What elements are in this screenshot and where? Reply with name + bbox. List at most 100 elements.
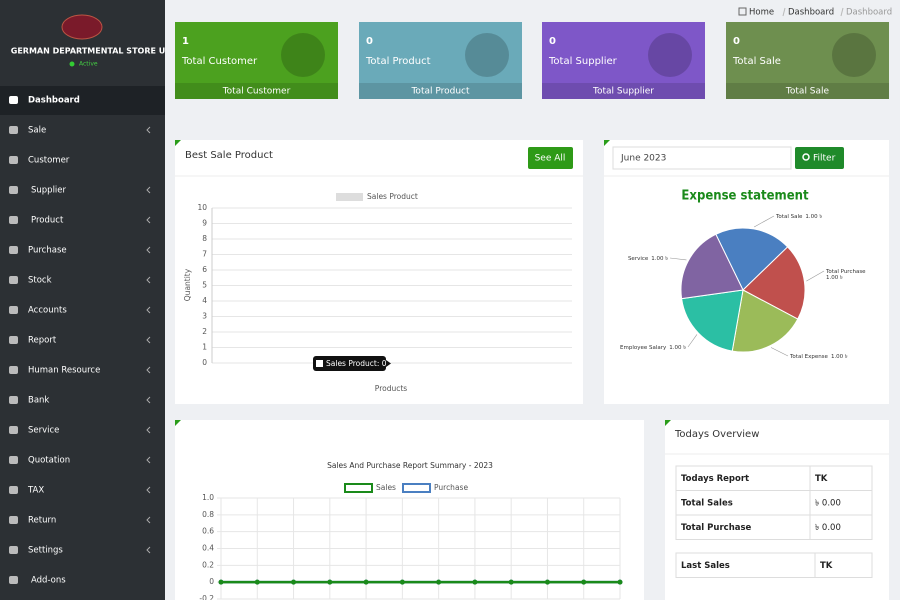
menu-icon	[9, 276, 18, 284]
tooltip-swatch	[316, 360, 323, 367]
menu-item[interactable]: Purchase	[28, 246, 67, 256]
menu-icon	[9, 486, 18, 494]
menu-icon	[9, 546, 18, 554]
chevron	[146, 546, 151, 554]
x-axis-label: Products	[375, 384, 407, 393]
y-tick-label: 9	[202, 219, 207, 228]
filter-button[interactable]	[795, 147, 844, 169]
panel-corner	[175, 420, 181, 426]
menu-icon	[9, 396, 18, 404]
menu-item[interactable]: Product	[31, 216, 64, 226]
menu-item[interactable]: Report	[28, 336, 57, 346]
pie-label: Total Purchase 1.00 ৳	[825, 269, 866, 281]
menu-item[interactable]: Sale	[28, 126, 46, 136]
pie-slice	[731, 289, 799, 353]
card-footer-text[interactable]: Total Product	[410, 87, 470, 97]
menu-item[interactable]: Dashboard	[28, 96, 80, 106]
menu-item[interactable]: Add-ons	[31, 576, 66, 586]
pie-label-name: Total Purchase	[825, 269, 866, 275]
menu-item[interactable]: Settings	[28, 546, 63, 556]
menu-item[interactable]: Customer	[28, 156, 70, 166]
leader-line	[687, 334, 698, 348]
leader-line	[770, 347, 789, 357]
pie-slice	[715, 227, 789, 291]
table-text: Total Purchase	[681, 523, 752, 533]
chevron	[146, 126, 151, 134]
series-point	[218, 579, 224, 585]
pie-label: Total Expense 1.00 ৳	[789, 353, 848, 360]
chevron	[146, 336, 151, 344]
card-footer	[175, 83, 338, 99]
month-input[interactable]	[612, 146, 792, 170]
series-point	[399, 579, 405, 585]
y-tick-label: 0	[209, 577, 214, 586]
card-icon	[832, 33, 876, 77]
pie-label-name: Total Sale	[775, 214, 803, 220]
chevron	[146, 396, 151, 404]
legend-label: Sales Product	[367, 192, 418, 201]
card-footer-text[interactable]: Total Supplier	[592, 87, 654, 97]
pie-title: Expense statement	[681, 189, 809, 204]
pie-label-value: 1.00 ৳	[651, 255, 668, 262]
card-footer-text[interactable]: Total Customer	[222, 87, 291, 97]
breadcrumb-item[interactable]: Dashboard	[788, 8, 834, 18]
y-tick-label: 4	[202, 296, 207, 305]
table-cell	[809, 465, 873, 491]
series-point	[254, 579, 260, 585]
search-icon	[802, 153, 810, 161]
menu-icon	[9, 576, 18, 584]
menu-item[interactable]: Human Resource	[28, 366, 100, 376]
chevron	[146, 516, 151, 524]
pie-label-name: Total Expense	[789, 354, 829, 360]
menu-item[interactable]: Bank	[28, 396, 49, 406]
panel-title: Best Sale Product	[185, 150, 273, 161]
table-text: ৳ 0.00	[815, 523, 841, 533]
series-point	[363, 579, 369, 585]
y-tick-label: 5	[202, 281, 207, 290]
card-icon	[648, 33, 692, 77]
chevron	[146, 306, 151, 314]
legend-label: Sales	[376, 483, 396, 492]
card-footer-text[interactable]: Total Sale	[785, 87, 830, 97]
table-cell	[675, 552, 816, 578]
legend-swatch	[402, 483, 431, 493]
card-footer	[359, 83, 522, 99]
y-tick-label: 3	[202, 312, 207, 321]
chevron	[146, 456, 151, 464]
menu-icon	[9, 366, 18, 374]
chevron	[146, 186, 151, 194]
card-title: Total Supplier	[548, 56, 618, 67]
menu-icon	[9, 516, 18, 524]
menu-item[interactable]: Stock	[28, 276, 52, 286]
card-title: Total Customer	[181, 56, 258, 67]
y-tick-label: -0.2	[199, 594, 214, 600]
menu-item[interactable]: Accounts	[28, 306, 67, 316]
menu-item[interactable]: TAX	[27, 486, 44, 496]
card	[359, 22, 522, 99]
menu-item[interactable]: Service	[28, 426, 59, 436]
main: Home Dashboard Dashboard 1 Total Customer Tot…	[175, 7, 892, 600]
y-tick-label: 10	[197, 203, 207, 212]
menu-item[interactable]: Quotation	[28, 456, 70, 466]
panel-corner	[175, 140, 181, 146]
table-cell	[809, 490, 873, 516]
table-cell	[675, 514, 811, 540]
y-tick-label: 6	[202, 265, 207, 274]
menu-icon	[9, 156, 18, 164]
card-title: Total Sale	[732, 56, 781, 67]
see-all-label[interactable]: See All	[535, 154, 566, 164]
see-all-button[interactable]	[528, 147, 573, 169]
menu-icon	[9, 246, 18, 254]
filter-label[interactable]: Filter	[813, 154, 836, 164]
series-point	[436, 579, 442, 585]
menu-icon	[9, 216, 18, 224]
chevron	[146, 246, 151, 254]
menu-item[interactable]: Supplier	[31, 186, 67, 196]
menu-item[interactable]: Return	[28, 516, 56, 526]
breadcrumb-item[interactable]: Home	[749, 8, 774, 18]
table-text: Last Sales	[681, 561, 730, 571]
menu-icon	[9, 96, 18, 104]
y-tick-label: 0.4	[202, 544, 214, 553]
series-point	[508, 579, 514, 585]
